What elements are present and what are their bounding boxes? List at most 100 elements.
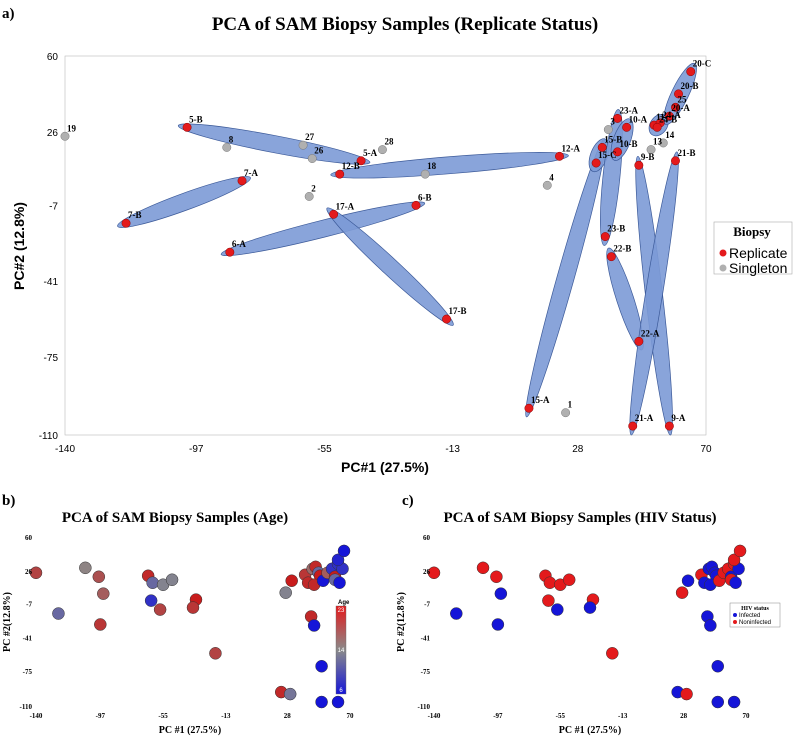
point-8 bbox=[222, 142, 232, 152]
hiv-x-tick-label: 28 bbox=[680, 712, 688, 720]
panel-b-xlabel: PC #1 (27.5%) bbox=[159, 725, 222, 736]
point-label-26: 26 bbox=[314, 146, 324, 156]
hiv-point bbox=[450, 607, 463, 620]
point-27 bbox=[298, 140, 308, 150]
x-tick-label: 28 bbox=[572, 444, 584, 455]
age-point bbox=[29, 566, 43, 580]
singleton-legend-marker bbox=[719, 264, 727, 272]
age-point bbox=[146, 576, 159, 589]
age-x-tick-label: -55 bbox=[158, 712, 168, 720]
point-label-24-B: 24-B bbox=[659, 114, 677, 124]
noninfected-legend-marker bbox=[733, 620, 737, 624]
age-colorbar-max: 23 bbox=[338, 608, 345, 614]
age-y-tick-label: 60 bbox=[25, 534, 33, 542]
replicate-ellipse-5-B-5-A bbox=[177, 123, 371, 165]
replicate-legend-marker bbox=[719, 249, 727, 257]
point-label-5-B: 5-B bbox=[189, 114, 203, 124]
hiv-point bbox=[606, 647, 619, 660]
point-label-6-B: 6-B bbox=[418, 192, 432, 202]
age-point bbox=[331, 553, 345, 567]
age-colorbar-ramp bbox=[335, 605, 347, 695]
point-24-B bbox=[652, 122, 662, 132]
panel-a-title: PCA of SAM Biopsy Samples (Replicate Sta… bbox=[212, 14, 598, 35]
point-label-12-A: 12-A bbox=[561, 143, 580, 153]
replicate-legend-label: Replicate bbox=[729, 245, 788, 261]
point-label-6-A: 6-A bbox=[232, 239, 246, 249]
panel-b-plot: -140 -97 -55 -13 28 70 60 26 -7 -41 -75 -110 bbox=[20, 534, 354, 720]
age-x-tick-label: -97 bbox=[96, 712, 106, 720]
point-label-1: 1 bbox=[568, 400, 573, 410]
replicate-ellipses bbox=[117, 62, 697, 436]
age-x-tick-label: 28 bbox=[284, 712, 292, 720]
hiv-point bbox=[711, 695, 725, 709]
point-9-B bbox=[634, 160, 644, 170]
hiv-y-tick-label: -41 bbox=[421, 634, 431, 642]
x-tick-label: -13 bbox=[445, 444, 460, 455]
age-point bbox=[315, 659, 328, 673]
point-label-22-B: 22-B bbox=[613, 244, 631, 254]
point-7-A bbox=[237, 176, 247, 186]
point-label-22-A: 22-A bbox=[641, 328, 660, 338]
point-label-7-B: 7-B bbox=[128, 210, 142, 220]
age-x-tick-label: -140 bbox=[30, 712, 43, 720]
point-15-A bbox=[524, 403, 534, 413]
age-point bbox=[337, 544, 351, 558]
hiv-point bbox=[675, 586, 689, 599]
point-18 bbox=[420, 169, 430, 179]
age-y-tick-label: 26 bbox=[25, 568, 33, 576]
age-point bbox=[144, 594, 158, 607]
panel-letter-a: a) bbox=[2, 6, 15, 22]
hiv-legend-title: HIV status bbox=[741, 606, 769, 612]
panel-b-x-tick-labels: -140 -97 -55 -13 28 70 bbox=[30, 712, 354, 720]
hiv-point bbox=[704, 619, 717, 632]
hiv-point bbox=[491, 618, 505, 631]
age-point bbox=[315, 695, 328, 709]
hiv-y-tick-label: -110 bbox=[418, 703, 431, 711]
panel-a-ylabel: PC#2 (12.8%) bbox=[11, 202, 27, 290]
hiv-x-tick-label: -13 bbox=[618, 712, 628, 720]
age-point bbox=[331, 695, 345, 709]
point-17-A bbox=[329, 209, 339, 219]
point-label-23-A: 23-A bbox=[619, 105, 638, 115]
y-tick-labels: 60 26 -7 -41 -75 -110 bbox=[39, 52, 59, 442]
point-label-21-A: 21-A bbox=[635, 413, 654, 423]
age-x-tick-label: -13 bbox=[221, 712, 231, 720]
panel-c-plot: -140 -97 -55 -13 28 70 60 26 -7 -41 -75 -110 bbox=[418, 534, 750, 720]
x-tick-label: -97 bbox=[189, 444, 204, 455]
point-label-20-A: 20-A bbox=[671, 103, 690, 113]
point-1 bbox=[561, 408, 571, 418]
hiv-y-tick-label: 26 bbox=[423, 568, 431, 576]
age-y-tick-label: -75 bbox=[23, 668, 33, 676]
panel-letter-c: c) bbox=[402, 493, 414, 509]
infected-legend-marker bbox=[733, 613, 737, 617]
hiv-point bbox=[494, 587, 508, 600]
age-point bbox=[186, 601, 200, 614]
point-2 bbox=[304, 192, 314, 201]
point-10-A bbox=[622, 122, 632, 132]
point-label-28: 28 bbox=[384, 137, 394, 147]
point-12-A bbox=[555, 151, 564, 161]
hiv-legend: HIV status Infected Noninfected bbox=[729, 602, 781, 628]
point-22-B bbox=[606, 252, 616, 262]
point-9-A bbox=[664, 421, 674, 431]
y-tick-label: -41 bbox=[44, 277, 59, 288]
point-5-A bbox=[356, 156, 366, 166]
hiv-x-tick-label: -97 bbox=[493, 712, 503, 720]
age-point bbox=[307, 619, 321, 632]
x-tick-label: -140 bbox=[55, 444, 75, 455]
age-point bbox=[153, 603, 167, 616]
age-point bbox=[97, 587, 110, 600]
age-point bbox=[283, 687, 297, 701]
biopsy-legend-box bbox=[713, 221, 793, 275]
y-tick-label: -7 bbox=[49, 201, 58, 212]
age-x-tick-label: 70 bbox=[347, 712, 355, 720]
panel-c-title: PCA of SAM Biopsy Samples (HIV Status) bbox=[443, 510, 716, 526]
replicate-ellipse-17-A-17-B bbox=[326, 207, 454, 326]
point-3 bbox=[603, 125, 613, 135]
point-label-20-C: 20-C bbox=[693, 59, 712, 69]
replicate-ellipse-7-A-7-B bbox=[117, 176, 251, 228]
point-label-11: 11 bbox=[656, 112, 665, 122]
hiv-points bbox=[427, 544, 747, 709]
point-13 bbox=[646, 145, 656, 155]
